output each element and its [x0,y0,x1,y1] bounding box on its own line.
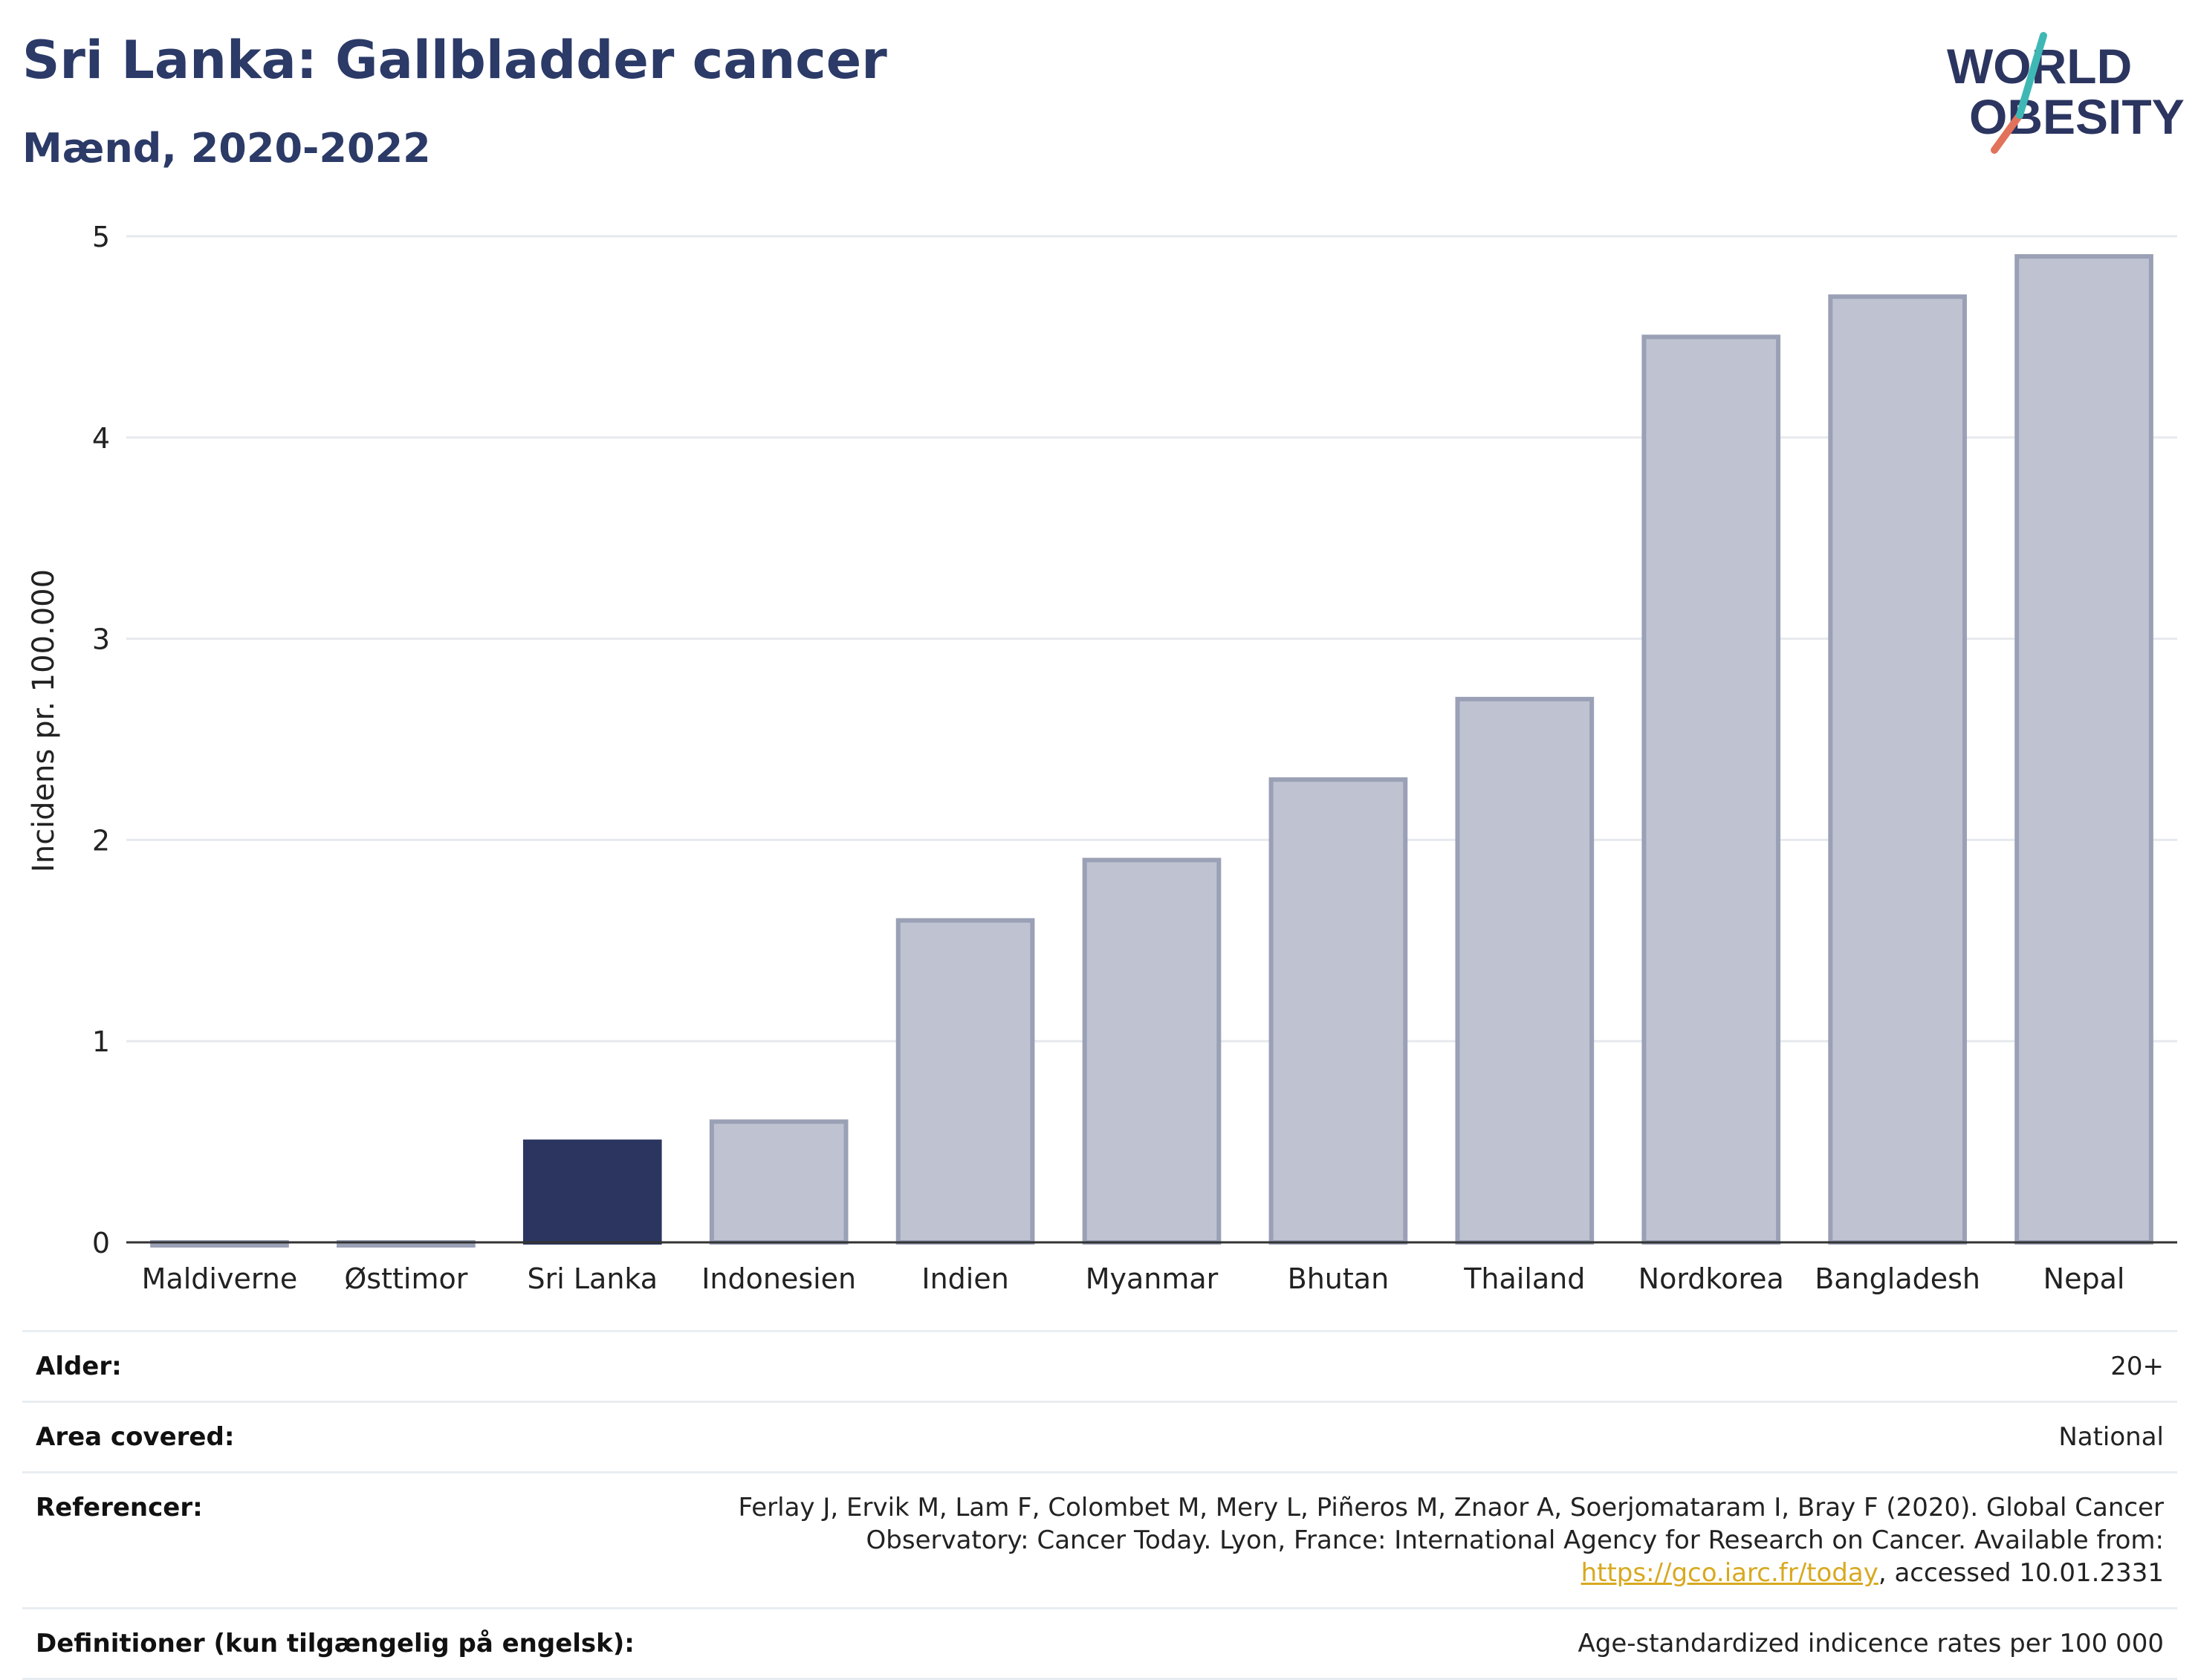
bar-indonesien [709,1119,849,1245]
x-tick-label: Indien [921,1262,1008,1295]
bar-myanmar [1082,857,1222,1245]
x-tick-label: Østtimor [344,1262,467,1295]
meta-row-definitions: Definitioner (kun tilgængelig på engelsk… [22,1607,2177,1680]
y-tick-labels: 0 1 2 3 4 5 [92,221,110,1259]
y-tick-label: 2 [92,824,110,857]
chart-title: Sri Lanka: Gallbladder cancer [22,30,887,91]
bars [126,254,2177,1248]
meta-row-references: Referencer: Ferlay J, Ervik M, Lam F, Co… [22,1471,2177,1607]
y-tick-label: 0 [92,1227,110,1259]
chart-subtitle: Mænd, 2020-2022 [22,125,431,172]
x-tick-label: Bhutan [1288,1262,1390,1295]
world-obesity-logo: WORLD OBESITY [1947,32,2185,154]
metadata-table: Alder: 20+ Area covered: National Refere… [22,1330,2177,1680]
meta-row-area: Area covered: National [22,1401,2177,1471]
meta-area-label: Area covered: [36,1422,235,1452]
x-tick-label: Indonesien [701,1262,856,1295]
ref-text-part-1: Ferlay J, Ervik M, Lam F, Colombet M, Me… [738,1493,2164,1555]
bar-nordkorea [1641,334,1781,1245]
bar-bangladesh [1828,294,1967,1245]
y-tick-label: 1 [92,1025,110,1058]
bar-thailand [1455,696,1595,1245]
ref-link[interactable]: https://gco.iarc.fr/today [1581,1558,1878,1588]
x-tick-label: Thailand [1463,1262,1585,1295]
bar-indien [895,918,1035,1245]
meta-def-label: Definitioner (kun tilgængelig på engelsk… [36,1629,635,1658]
ref-text-part-2: , accessed 10.01.2331 [1878,1558,2164,1588]
meta-age-value: 20+ [2110,1352,2164,1381]
bar-bhutan [1268,777,1408,1245]
meta-ref-value: Ferlay J, Ervik M, Lam F, Colombet M, Me… [603,1491,2164,1589]
y-tick-label: 5 [92,221,110,253]
x-tick-label: Nepal [2043,1262,2125,1295]
bar-nepal [2014,254,2153,1245]
y-tick-label: 4 [92,422,110,455]
meta-age-label: Alder: [36,1352,122,1381]
x-tick-label: Maldiverne [142,1262,298,1295]
meta-def-value: Age-standardized indicence rates per 100… [1578,1629,2164,1658]
meta-row-age: Alder: 20+ [22,1330,2177,1401]
y-tick-label: 3 [92,623,110,656]
meta-area-value: National [2058,1422,2164,1452]
bar-chart: 0 1 2 3 4 5 Maldiverne Østtimor Sri Lanka Indone… [27,221,2177,1295]
x-tick-label: Sri Lanka [527,1262,658,1295]
bar-sri-lanka [522,1139,662,1245]
x-tick-label: Bangladesh [1815,1262,1980,1295]
x-tick-label: Myanmar [1086,1262,1219,1295]
x-tick-labels: Maldiverne Østtimor Sri Lanka Indonesien Ind… [142,1262,2125,1295]
y-axis-label: Incidens pr. 100.000 [27,569,61,872]
meta-ref-label: Referencer: [36,1493,203,1522]
x-tick-label: Nordkorea [1638,1262,1784,1295]
